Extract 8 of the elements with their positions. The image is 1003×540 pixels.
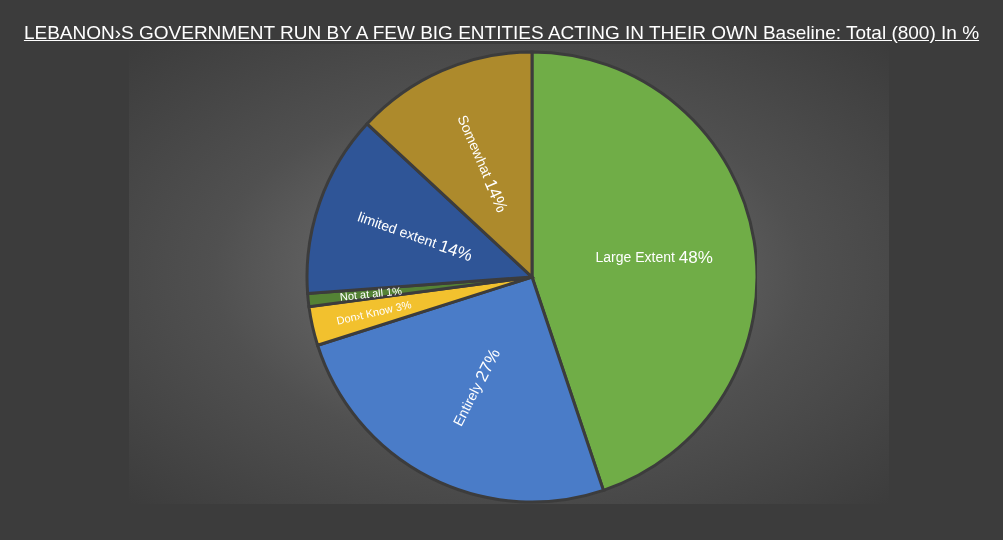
slice-label: Don›t Know	[335, 302, 395, 327]
data-label: 1%	[385, 284, 403, 299]
data-label: 48%	[678, 247, 713, 267]
data-label: 14%	[436, 235, 476, 265]
chart-title: LEBANON›S GOVERNMENT RUN BY A FEW BIG ENTITIES ACTING IN THEIR OWN Baseline: Total (800) In %	[22, 22, 981, 44]
data-label: 3%	[394, 298, 413, 314]
slice-label: Not at all	[339, 286, 387, 303]
slice-label: Large Extent	[595, 249, 679, 266]
